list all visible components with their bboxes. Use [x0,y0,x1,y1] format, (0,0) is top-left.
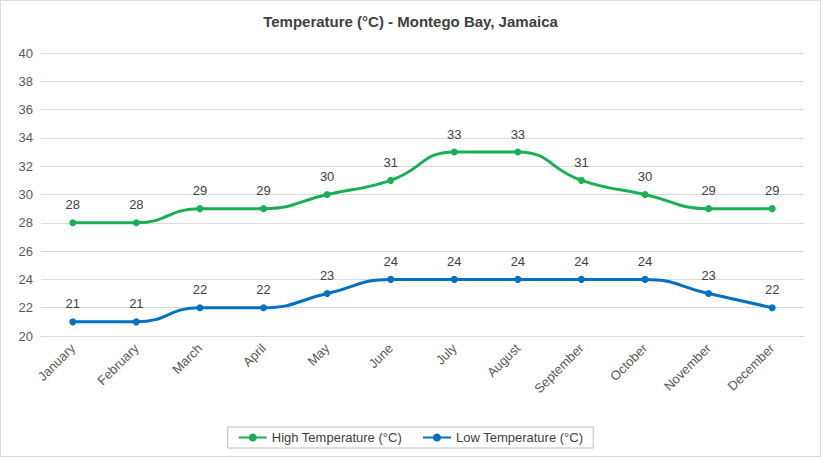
svg-text:24: 24 [638,254,652,269]
svg-text:April: April [240,341,269,370]
svg-text:24: 24 [447,254,461,269]
svg-text:28: 28 [19,215,33,230]
svg-text:40: 40 [19,46,33,61]
svg-text:29: 29 [765,183,779,198]
svg-text:March: March [169,341,205,377]
svg-text:29: 29 [701,183,715,198]
svg-text:28: 28 [129,197,143,212]
svg-text:29: 29 [256,183,270,198]
svg-text:34: 34 [19,130,33,145]
svg-text:28: 28 [66,197,80,212]
svg-text:Low Temperature (°C): Low Temperature (°C) [456,430,583,445]
svg-text:October: October [607,340,651,384]
svg-text:21: 21 [129,296,143,311]
svg-text:High Temperature (°C): High Temperature (°C) [272,430,402,445]
svg-text:July: July [433,340,460,367]
svg-text:26: 26 [19,244,33,259]
svg-text:December: December [725,340,778,393]
svg-text:30: 30 [19,187,33,202]
svg-text:February: February [94,340,142,388]
svg-text:22: 22 [765,282,779,297]
svg-text:August: August [484,340,523,379]
svg-text:May: May [304,340,332,368]
svg-text:January: January [35,340,79,384]
svg-text:38: 38 [19,74,33,89]
svg-text:22: 22 [193,282,207,297]
svg-text:22: 22 [19,300,33,315]
svg-text:June: June [365,341,396,372]
svg-text:24: 24 [574,254,588,269]
svg-text:30: 30 [320,169,334,184]
svg-text:31: 31 [383,155,397,170]
svg-text:36: 36 [19,102,33,117]
svg-text:22: 22 [256,282,270,297]
svg-text:24: 24 [511,254,525,269]
svg-text:23: 23 [320,268,334,283]
svg-text:24: 24 [383,254,397,269]
svg-text:31: 31 [574,155,588,170]
svg-text:30: 30 [638,169,652,184]
svg-text:24: 24 [19,272,33,287]
svg-text:21: 21 [66,296,80,311]
svg-text:33: 33 [511,127,525,142]
svg-text:September: September [531,340,587,396]
svg-text:32: 32 [19,159,33,174]
svg-text:29: 29 [193,183,207,198]
svg-text:23: 23 [701,268,715,283]
svg-text:Temperature (°C) - Montego Bay: Temperature (°C) - Montego Bay, Jamaica [263,13,558,30]
svg-text:20: 20 [19,329,33,344]
svg-text:33: 33 [447,127,461,142]
svg-text:November: November [661,340,714,393]
